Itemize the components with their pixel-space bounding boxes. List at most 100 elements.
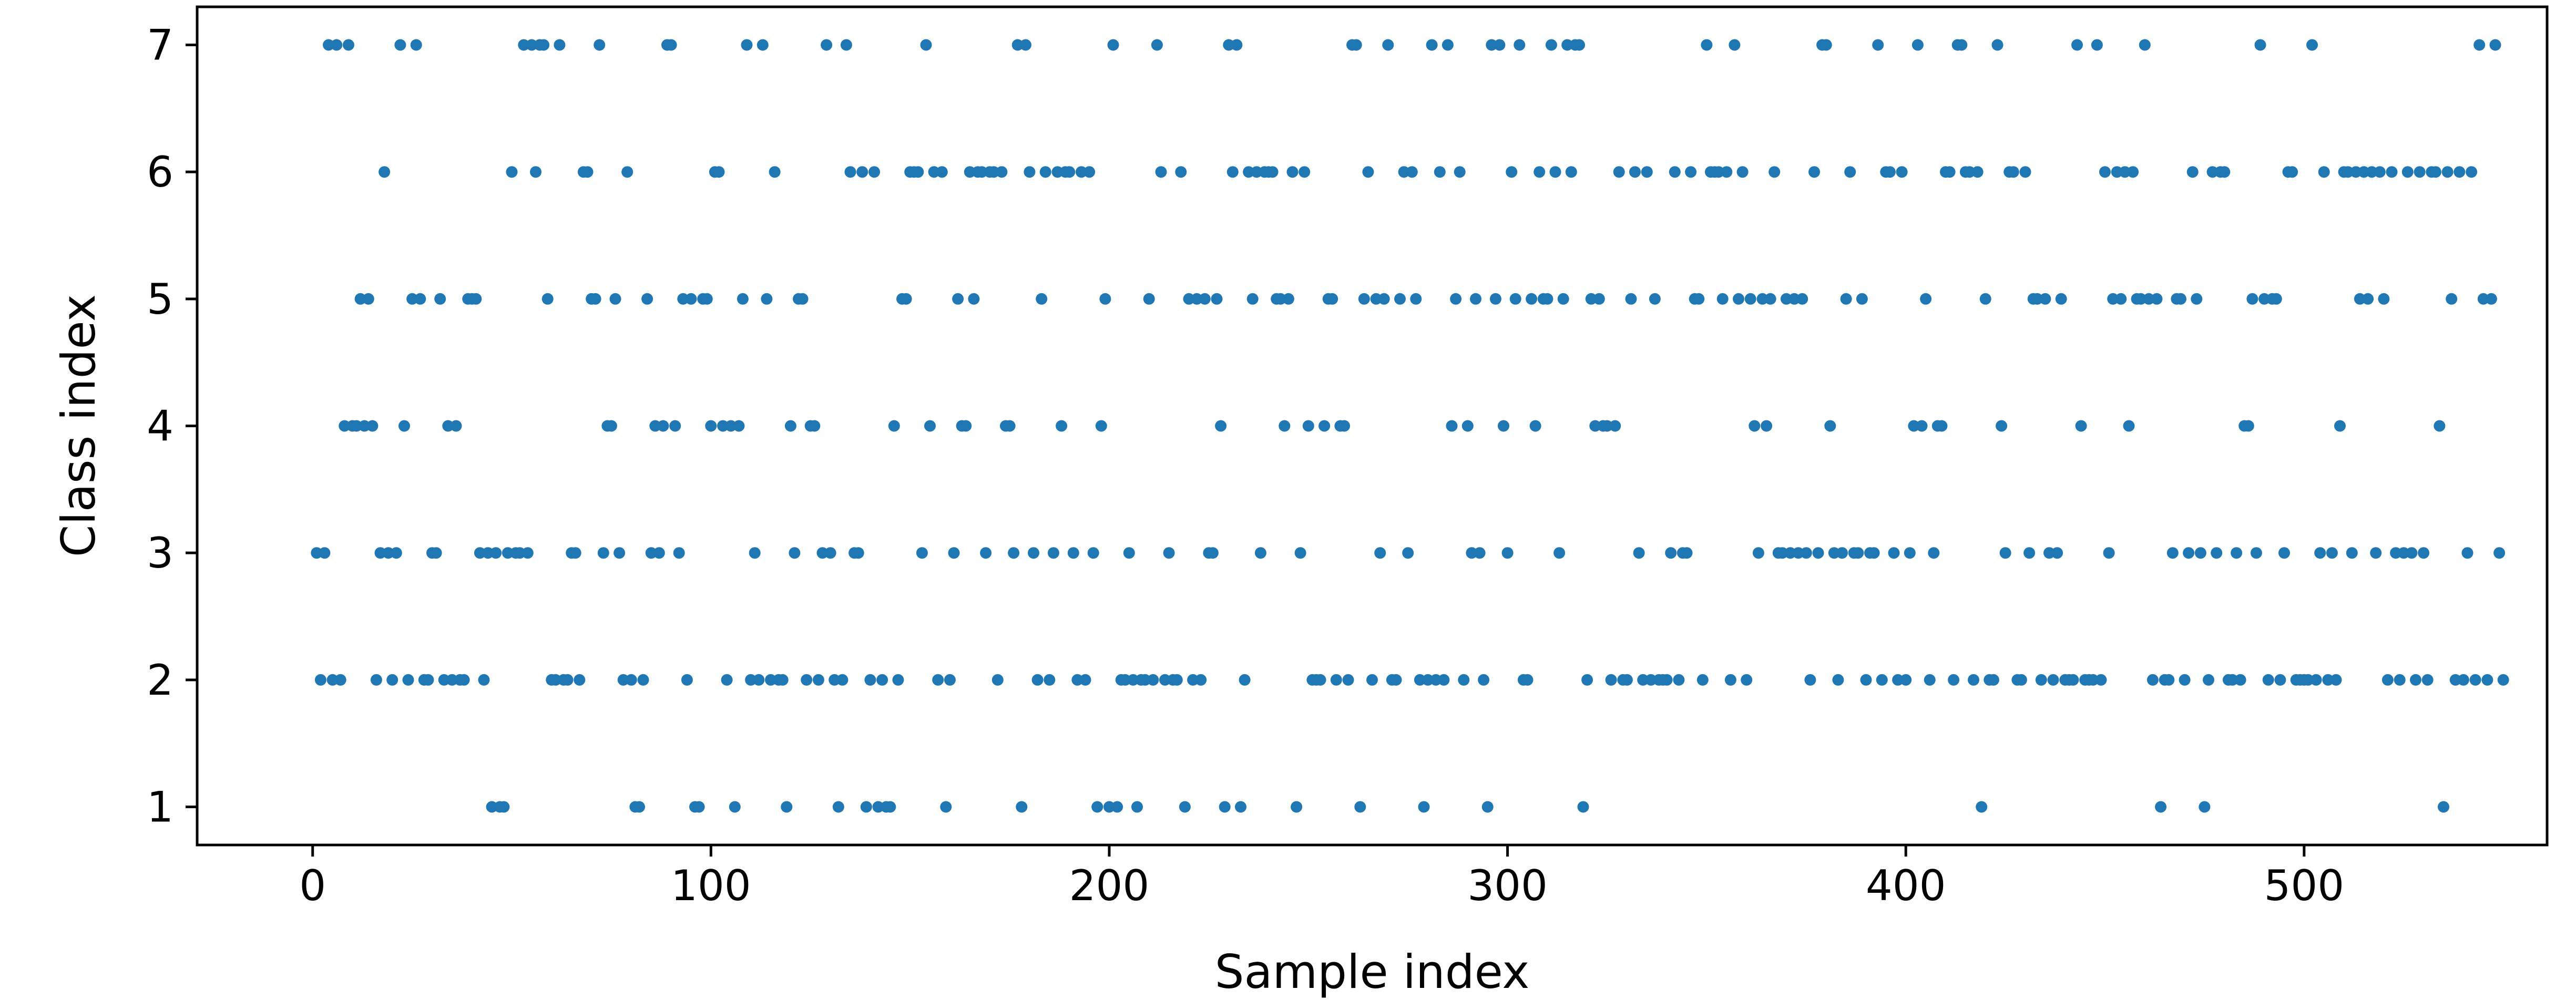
data-point xyxy=(522,547,534,559)
data-point xyxy=(1637,674,1649,686)
data-point xyxy=(1430,674,1442,686)
data-point xyxy=(1243,166,1255,178)
data-point xyxy=(1163,547,1175,559)
data-point xyxy=(2099,166,2111,178)
data-point xyxy=(1083,166,1096,178)
data-point xyxy=(829,674,841,686)
data-point xyxy=(888,420,900,432)
data-point xyxy=(2350,166,2362,178)
data-point xyxy=(1004,420,1016,432)
data-point xyxy=(1398,166,1410,178)
y-tick-label: 7 xyxy=(147,21,173,70)
data-point xyxy=(2047,674,2059,686)
data-point xyxy=(1099,293,1111,305)
data-point xyxy=(856,166,868,178)
data-point xyxy=(1991,39,2003,51)
data-point xyxy=(1175,166,1187,178)
data-point xyxy=(749,547,761,559)
data-point xyxy=(884,801,896,813)
data-point xyxy=(852,547,864,559)
data-point xyxy=(737,293,749,305)
data-point xyxy=(1900,674,1912,686)
data-point xyxy=(1302,420,1314,432)
data-point xyxy=(1215,420,1227,432)
data-point xyxy=(541,293,554,305)
data-point xyxy=(1968,674,1979,686)
data-point xyxy=(1131,801,1143,813)
data-point xyxy=(872,801,884,813)
data-point xyxy=(2274,674,2286,686)
data-point xyxy=(2401,166,2414,178)
data-point xyxy=(1585,293,1597,305)
data-point xyxy=(2250,547,2262,559)
data-point xyxy=(996,166,1008,178)
data-point xyxy=(2370,547,2382,559)
data-point xyxy=(2477,293,2489,305)
y-tick-label: 3 xyxy=(147,529,173,578)
data-point xyxy=(2262,674,2274,686)
data-point xyxy=(1159,674,1171,686)
data-point xyxy=(1868,547,1880,559)
data-point xyxy=(2414,166,2426,178)
data-point xyxy=(1438,674,1450,686)
data-point xyxy=(2143,293,2155,305)
data-point xyxy=(2051,547,2063,559)
data-point xyxy=(2127,166,2139,178)
data-point xyxy=(765,674,776,686)
data-point xyxy=(1342,674,1354,686)
data-point xyxy=(474,547,486,559)
data-point xyxy=(2322,674,2334,686)
data-point xyxy=(1294,547,1306,559)
data-point xyxy=(1685,166,1697,178)
data-point xyxy=(1370,293,1382,305)
data-point xyxy=(2330,674,2342,686)
data-point xyxy=(2398,547,2410,559)
data-point xyxy=(2091,39,2103,51)
data-point xyxy=(633,801,645,813)
data-point xyxy=(574,674,586,686)
data-point xyxy=(1207,547,1219,559)
data-point xyxy=(1741,674,1753,686)
data-point xyxy=(1844,166,1856,178)
data-point xyxy=(1103,801,1115,813)
data-point xyxy=(2461,547,2473,559)
y-tick-label: 6 xyxy=(147,148,173,197)
data-point xyxy=(1235,801,1246,813)
y-axis-label: Class index xyxy=(52,294,106,557)
data-point xyxy=(1800,547,1812,559)
data-point xyxy=(390,547,402,559)
y-tick-label: 4 xyxy=(147,402,173,451)
data-point xyxy=(1908,420,1920,432)
data-point xyxy=(1454,166,1466,178)
data-point xyxy=(2035,674,2047,686)
data-point xyxy=(1008,547,1020,559)
data-point xyxy=(1123,547,1135,559)
x-tick-label: 100 xyxy=(671,861,751,910)
data-point xyxy=(1474,547,1486,559)
data-point xyxy=(1736,166,1749,178)
data-point xyxy=(1338,420,1350,432)
data-point xyxy=(2166,547,2179,559)
data-point xyxy=(1769,166,1781,178)
data-point xyxy=(1944,166,1956,178)
data-point xyxy=(1299,166,1311,178)
data-point xyxy=(2067,674,2079,686)
data-point xyxy=(2071,39,2083,51)
data-point xyxy=(526,39,538,51)
data-point xyxy=(1796,293,1808,305)
data-point xyxy=(609,293,621,305)
data-point xyxy=(2031,293,2043,305)
data-point xyxy=(1545,39,1557,51)
data-point xyxy=(398,420,410,432)
data-point xyxy=(1613,166,1625,178)
plot-background xyxy=(197,7,2547,845)
data-point xyxy=(816,547,829,559)
data-point xyxy=(812,674,824,686)
data-point xyxy=(836,674,849,686)
data-point xyxy=(1724,674,1736,686)
data-point xyxy=(916,547,928,559)
data-point xyxy=(1434,166,1446,178)
data-point xyxy=(2457,674,2469,686)
